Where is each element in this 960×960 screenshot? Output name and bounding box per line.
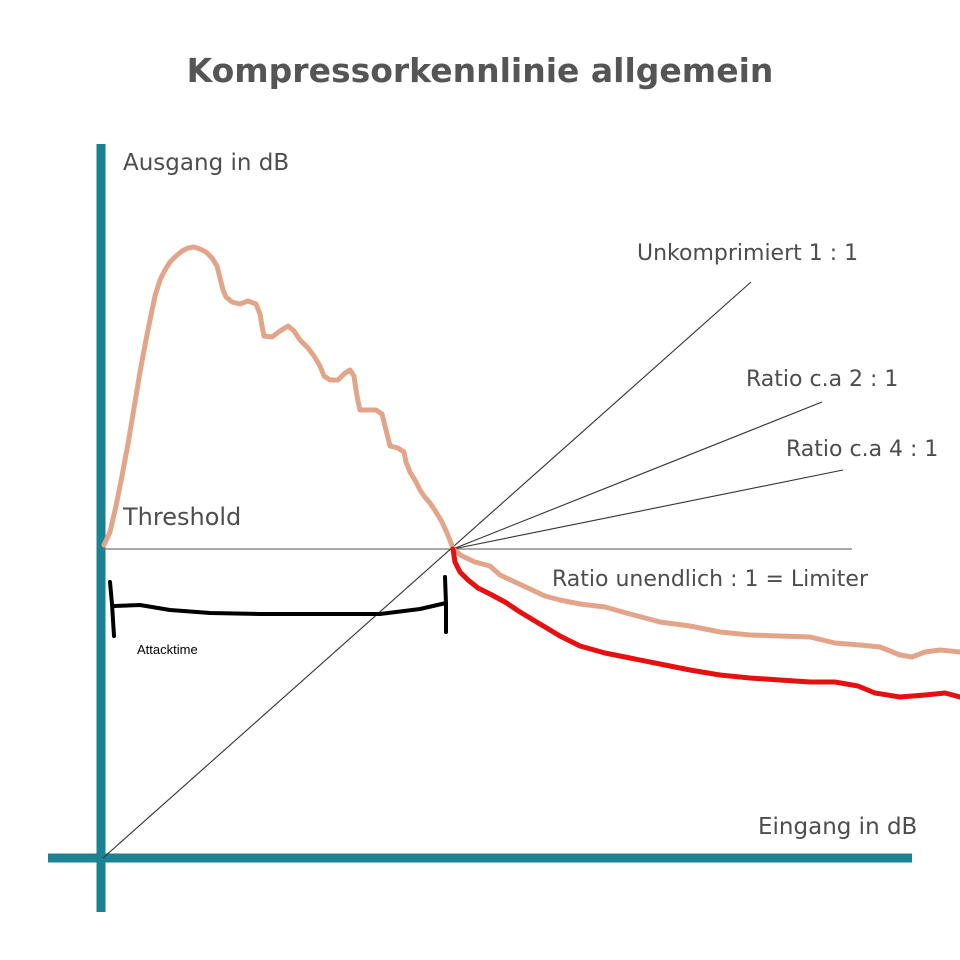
attack-time-label: Attacktime: [137, 642, 198, 657]
x-axis-label: Eingang in dB: [758, 814, 917, 840]
unity-ratio-line: [102, 281, 752, 859]
ratio-4-line: [452, 469, 844, 550]
limiter-label: Ratio unendlich : 1 = Limiter: [552, 567, 869, 592]
attack-bracket-left-tick: [108, 580, 116, 638]
attack-time-bracket: [108, 575, 448, 638]
diagram-title: Kompressorkennlinie allgemein: [187, 51, 774, 90]
attack-bracket-right-tick: [443, 575, 448, 634]
ratio-2-line: [452, 401, 823, 550]
ratio-2-label: Ratio c.a 2 : 1: [746, 367, 898, 392]
attack-curve: [101, 244, 456, 552]
ratio-4-label: Ratio c.a 4 : 1: [786, 437, 938, 462]
threshold-label: Threshold: [122, 503, 241, 531]
release-curve-limiter: [450, 546, 960, 700]
attack-bracket-bar: [112, 601, 448, 616]
y-axis-label: Ausgang in dB: [123, 150, 289, 176]
unity-ratio-label: Unkomprimiert 1 : 1: [637, 241, 858, 266]
release-curve-compressor: [450, 546, 960, 660]
